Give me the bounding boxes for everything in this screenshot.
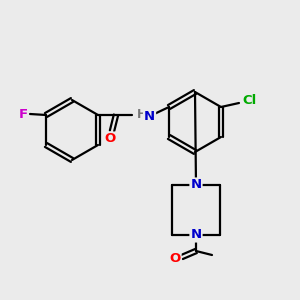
Text: Cl: Cl [243,94,257,107]
Text: O: O [169,253,181,266]
Text: N: N [190,178,202,191]
Text: O: O [104,133,116,146]
Text: F: F [19,107,28,121]
Text: N: N [190,229,202,242]
Text: H: H [137,107,147,121]
Text: N: N [144,110,155,122]
